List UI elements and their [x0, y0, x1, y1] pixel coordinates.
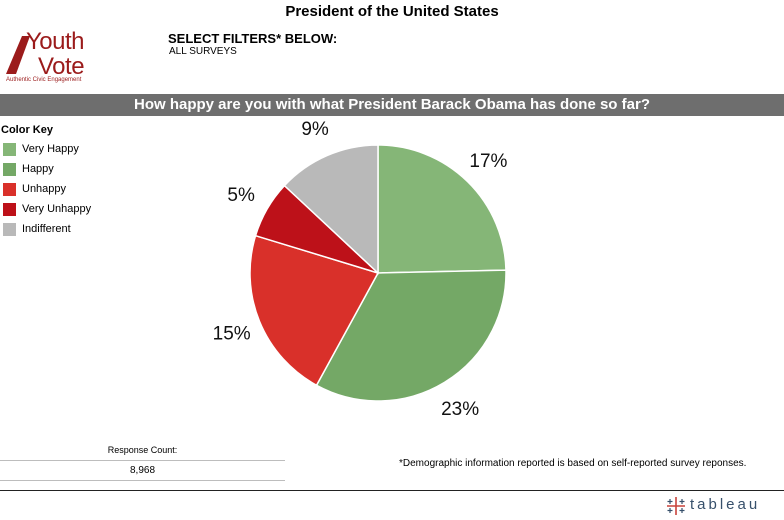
question-text: How happy are you with what President Ba… [134, 96, 650, 113]
pie-data-label: 23% [441, 399, 479, 420]
divider [0, 490, 784, 491]
color-key-title: Color Key [1, 124, 53, 136]
divider [0, 480, 285, 481]
footnote: *Demographic information reported is bas… [399, 458, 747, 469]
logo-line1: Youth [26, 28, 85, 55]
youth-vote-logo: Youth Vote Authentic Civic Engagement [4, 28, 104, 88]
legend-swatch [3, 182, 16, 196]
question-banner [0, 94, 784, 116]
logo-line2: Vote [38, 53, 85, 80]
legend-label: Very Unhappy [22, 203, 92, 215]
tableau-wordmark: tableau [690, 496, 761, 513]
pie-chart: 17% 23% 15% 5% 9% [213, 119, 508, 420]
filters-heading: SELECT FILTERS* BELOW: [168, 31, 338, 46]
legend-item-indifferent[interactable]: Indifferent [0, 219, 140, 239]
tableau-cross-icon [667, 497, 685, 515]
color-key-legend: Color Key Very Happy Happy Unhappy Very … [0, 124, 140, 239]
response-count-label: Response Count: [107, 445, 178, 455]
divider [0, 460, 285, 461]
page-title: President of the United States [285, 3, 499, 20]
legend-swatch [3, 202, 16, 216]
pie-data-label: 15% [213, 324, 251, 345]
pie-slice-happy[interactable] [315, 269, 507, 402]
legend-label: Indifferent [22, 223, 71, 235]
legend-swatch [3, 142, 16, 156]
legend-item-happy[interactable]: Happy [0, 159, 140, 179]
legend-swatch [3, 162, 16, 176]
pie-data-label: 17% [469, 151, 507, 172]
pie-data-label: 5% [227, 185, 255, 206]
legend-label: Happy [22, 163, 54, 175]
logo-slash-icon [6, 36, 30, 74]
pie-data-label: 9% [301, 119, 329, 140]
pie-slice-unhappy[interactable] [249, 234, 380, 387]
legend-item-very-unhappy[interactable]: Very Unhappy [0, 199, 140, 219]
logo-tagline: Authentic Civic Engagement [6, 77, 82, 83]
pie-slice-indifferent[interactable] [283, 144, 379, 275]
pie-slice-very-happy[interactable] [377, 144, 507, 274]
legend-label: Very Happy [22, 143, 79, 155]
legend-label: Unhappy [22, 183, 67, 195]
tableau-logo[interactable]: tableau [666, 496, 784, 516]
legend-swatch [3, 222, 16, 236]
filter-selection-all-surveys[interactable]: ALL SURVEYS [169, 46, 237, 57]
response-count-value: 8,968 [129, 465, 156, 476]
legend-item-unhappy[interactable]: Unhappy [0, 179, 140, 199]
legend-item-very-happy[interactable]: Very Happy [0, 139, 140, 159]
